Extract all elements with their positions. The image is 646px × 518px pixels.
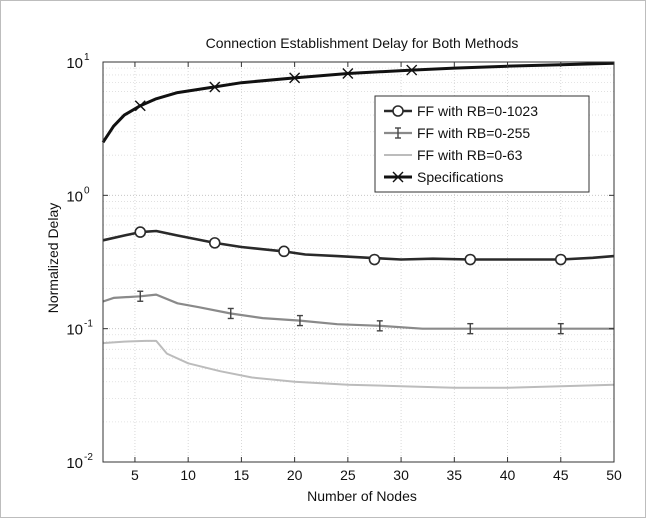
- ibar-marker: [137, 290, 144, 302]
- y-tick-label: 10: [66, 322, 83, 339]
- x-marker: [406, 64, 418, 76]
- legend-label: Specifications: [417, 169, 503, 185]
- legend-label: FF with RB=0-255: [417, 125, 530, 141]
- chart-title: Connection Establishment Delay for Both …: [206, 35, 519, 51]
- legend-label: FF with RB=0-63: [417, 147, 523, 163]
- grid: [103, 62, 614, 462]
- x-tick-label: 15: [234, 467, 250, 483]
- series-3: [102, 339, 615, 389]
- legend-entry: Specifications: [384, 169, 503, 185]
- series-2: [102, 290, 614, 335]
- x-marker: [209, 81, 221, 93]
- circle-marker: [278, 245, 290, 258]
- x-tick-label: 35: [447, 467, 463, 483]
- y-tick-exponent: 0: [84, 185, 90, 196]
- ibar-marker: [227, 307, 234, 320]
- ibar-marker: [296, 314, 303, 327]
- ibar-marker: [557, 322, 564, 335]
- series-line: [102, 339, 615, 389]
- circle-marker: [464, 253, 477, 266]
- plot-area: [102, 61, 615, 463]
- series-4: [101, 61, 615, 144]
- y-axis-label: Normalized Delay: [45, 203, 61, 313]
- circle-marker: [208, 237, 221, 249]
- x-marker: [134, 100, 146, 112]
- legend-entry: FF with RB=0-1023: [384, 103, 538, 119]
- legend-entry: FF with RB=0-255: [384, 125, 530, 141]
- series-line: [102, 293, 614, 330]
- circle-marker: [554, 253, 567, 266]
- x-axis-label: Number of Nodes: [307, 488, 417, 504]
- x-tick-label: 10: [180, 467, 196, 483]
- series-1: [102, 226, 615, 266]
- series-layer: [101, 61, 615, 389]
- x-tick-label: 5: [131, 467, 139, 483]
- legend-entry: FF with RB=0-63: [384, 147, 523, 163]
- legend-label: FF with RB=0-1023: [417, 103, 538, 119]
- series-line: [102, 229, 615, 261]
- x-marker: [289, 72, 301, 84]
- circle-marker: [392, 105, 404, 117]
- ibar-marker: [467, 322, 474, 335]
- x-tick-label: 30: [393, 467, 409, 483]
- x-tick-label: 20: [287, 467, 303, 483]
- y-tick-label: 10: [66, 188, 83, 205]
- y-tick-exponent: -1: [84, 319, 93, 330]
- legend: FF with RB=0-1023 FF with RB=0-255 FF with…: [374, 95, 590, 193]
- y-tick-label: 10: [66, 455, 83, 472]
- y-tick-label: 10: [66, 55, 83, 72]
- x-tick-label: 40: [500, 467, 516, 483]
- circle-marker: [368, 253, 381, 266]
- series-line: [101, 61, 615, 144]
- x-tick-label: 50: [606, 467, 622, 483]
- ibar-marker: [376, 320, 383, 332]
- ibar-marker: [395, 127, 401, 139]
- y-tick-exponent: 1: [84, 52, 90, 63]
- y-tick-exponent: -2: [84, 452, 93, 463]
- x-tick-label: 25: [340, 467, 356, 483]
- x-tick-label: 45: [553, 467, 569, 483]
- x-marker: [392, 171, 404, 183]
- circle-marker: [134, 226, 147, 238]
- x-marker: [342, 67, 354, 79]
